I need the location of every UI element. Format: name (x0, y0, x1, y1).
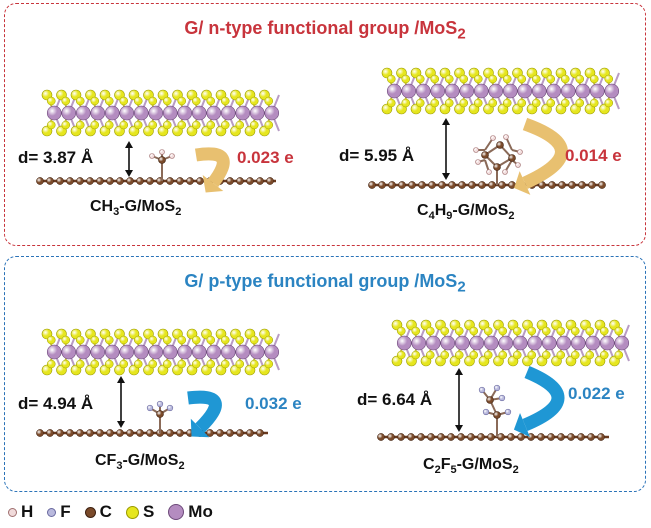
n-left-charge: 0.023 e (237, 148, 294, 167)
n-left-ch3-group (149, 149, 175, 181)
legend-item-h: H (8, 502, 33, 522)
n-right-charge: 0.014 e (565, 146, 622, 165)
p-right-distance: d= 6.64 Å (357, 390, 433, 409)
p-right-structure-label: C2F5-G/MoS2 (423, 456, 519, 477)
p-left-charge: 0.032 e (245, 394, 302, 413)
n-type-panel: G/ n-type functional group /MoS2 (4, 3, 646, 246)
fluorine-atom-icon (47, 507, 57, 517)
atom-legend: H F C S Mo (8, 500, 227, 524)
p-right-graphene-layer (377, 433, 609, 441)
p-left-structure-label: CF3-G/MoS2 (95, 452, 185, 473)
p-right-charge: 0.022 e (568, 384, 625, 403)
p-left-distance: d= 4.94 Å (18, 394, 94, 413)
n-left-graphene-layer (36, 177, 276, 185)
n-right-structure-label: C4H9-G/MoS2 (417, 202, 515, 223)
p-left-graphene-layer (36, 429, 268, 437)
p-left-mos2-layer (41, 328, 280, 376)
legend-item-c: C (84, 502, 112, 522)
carbon-atom-icon (84, 506, 96, 518)
n-right-graphene-layer (368, 181, 606, 189)
p-right-c2f5-group (478, 384, 512, 437)
n-right-charge-transfer-arrow (514, 117, 568, 195)
n-left-structure-label: CH3-G/MoS2 (90, 198, 182, 219)
p-right-charge-transfer-arrow (513, 365, 565, 438)
n-type-panel-title: G/ n-type functional group /MoS2 (184, 18, 466, 43)
n-right-distance: d= 5.95 Å (339, 146, 415, 165)
p-left-charge-transfer-arrow (187, 390, 222, 438)
molybdenum-atom-icon (168, 504, 185, 520)
sulfur-atom-icon (125, 505, 139, 519)
p-type-panel: G/ p-type functional group /MoS2 (4, 256, 646, 492)
p-type-panel-title: G/ p-type functional group /MoS2 (184, 271, 466, 296)
n-right-distance-arrow (442, 118, 450, 180)
n-right-c4h9-group (473, 134, 523, 185)
p-right-mos2-layer (391, 319, 630, 367)
legend-item-f: F (47, 502, 71, 522)
p-right-distance-arrow (455, 368, 463, 432)
n-left-distance-arrow (125, 141, 133, 177)
n-left-distance: d= 3.87 Å (18, 148, 94, 167)
hydrogen-atom-icon (8, 507, 17, 517)
p-left-distance-arrow (117, 376, 125, 428)
n-right-mos2-layer (381, 67, 620, 115)
legend-item-s: S (125, 502, 154, 522)
legend-item-mo: Mo (168, 502, 213, 522)
p-left-cf3-group (146, 400, 174, 433)
n-left-charge-transfer-arrow (194, 147, 230, 193)
n-left-mos2-layer (41, 89, 280, 137)
